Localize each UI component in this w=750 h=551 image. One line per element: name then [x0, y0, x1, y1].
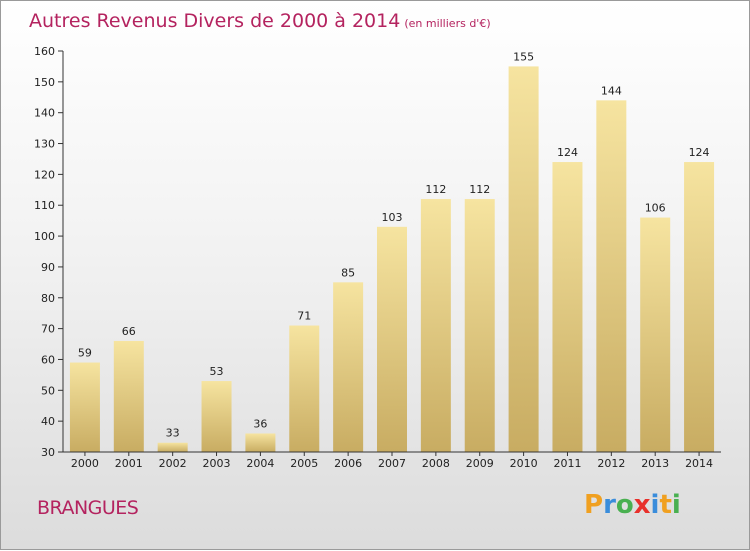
- x-tick-label: 2010: [510, 457, 538, 470]
- y-tick-label: 160: [34, 45, 55, 58]
- x-tick-label: 2006: [334, 457, 362, 470]
- bar-value-label: 71: [297, 310, 311, 323]
- y-tick-label: 60: [41, 353, 55, 366]
- bar: [508, 66, 539, 452]
- y-tick-label: 150: [34, 76, 55, 89]
- bar: [464, 199, 495, 452]
- logo-letter: t: [659, 490, 672, 520]
- bar-value-label: 53: [210, 365, 224, 378]
- x-tick-label: 2001: [115, 457, 143, 470]
- bar: [157, 442, 188, 452]
- bar-value-label: 112: [469, 183, 490, 196]
- bar: [596, 100, 627, 452]
- bar: [552, 162, 583, 453]
- bar: [69, 362, 100, 452]
- x-tick-label: 2011: [553, 457, 581, 470]
- bar: [201, 381, 232, 452]
- x-tick-label: 2013: [641, 457, 669, 470]
- bar-value-label: 124: [689, 146, 710, 159]
- y-tick-label: 70: [41, 323, 55, 336]
- x-tick-label: 2002: [159, 457, 187, 470]
- bar-value-label: 112: [425, 183, 446, 196]
- bar: [640, 217, 671, 452]
- chart-title-text: Autres Revenus Divers de 2000 à 2014: [29, 10, 401, 32]
- bars-group: 59 66 33 53 36 71 85 103 112 112 155 124 144 106 124: [69, 50, 715, 453]
- chart-subtitle: (en milliers d'€): [404, 17, 491, 30]
- bar: [684, 162, 715, 453]
- bar-value-label: 33: [166, 427, 180, 440]
- bar-value-label: 103: [382, 211, 403, 224]
- x-tick-label: 2004: [246, 457, 274, 470]
- bar: [113, 340, 144, 452]
- y-tick-label: 90: [41, 261, 55, 274]
- x-tick-label: 2000: [71, 457, 99, 470]
- bar-value-label: 124: [557, 146, 578, 159]
- logo-letter: P: [584, 490, 604, 520]
- logo-letter: i: [650, 490, 660, 520]
- proxiti-logo: Proxiti: [584, 490, 681, 520]
- y-tick-label: 100: [34, 230, 55, 243]
- logo-letter: r: [603, 490, 616, 520]
- x-tick-label: 2008: [422, 457, 450, 470]
- bar-value-label: 66: [122, 325, 136, 338]
- bar-value-label: 144: [601, 84, 622, 97]
- y-tick-label: 30: [41, 446, 55, 459]
- bar: [333, 282, 364, 452]
- x-tick-label: 2012: [597, 457, 625, 470]
- bar-value-label: 85: [341, 266, 355, 279]
- axes-group: 30 40 50 60 70 80 90 100 110 120 130 140 150 160 2000 2…: [34, 45, 721, 470]
- place-name: BRANGUES: [37, 497, 139, 519]
- chart-title: Autres Revenus Divers de 2000 à 2014 (en …: [29, 10, 491, 32]
- y-tick-label: 130: [34, 138, 55, 151]
- x-tick-label: 2007: [378, 457, 406, 470]
- logo-letter: o: [615, 490, 634, 520]
- y-tick-label: 80: [41, 292, 55, 305]
- logo-letter: x: [633, 490, 651, 520]
- bar-value-label: 155: [513, 50, 534, 63]
- bar: [420, 199, 451, 452]
- y-tick-label: 110: [34, 199, 55, 212]
- y-tick-label: 140: [34, 107, 55, 120]
- bar: [245, 433, 276, 452]
- bar-value-label: 59: [78, 347, 92, 360]
- x-tick-label: 2014: [685, 457, 713, 470]
- x-tick-label: 2009: [466, 457, 494, 470]
- bar-value-label: 106: [645, 202, 666, 215]
- y-tick-label: 40: [41, 415, 55, 428]
- y-tick-label: 50: [41, 384, 55, 397]
- x-tick-label: 2003: [203, 457, 231, 470]
- bar: [377, 226, 407, 452]
- y-tick-label: 120: [34, 168, 55, 181]
- bar-value-label: 36: [253, 417, 267, 430]
- bar: [289, 325, 320, 452]
- x-tick-label: 2005: [290, 457, 318, 470]
- logo-letter: i: [671, 490, 681, 520]
